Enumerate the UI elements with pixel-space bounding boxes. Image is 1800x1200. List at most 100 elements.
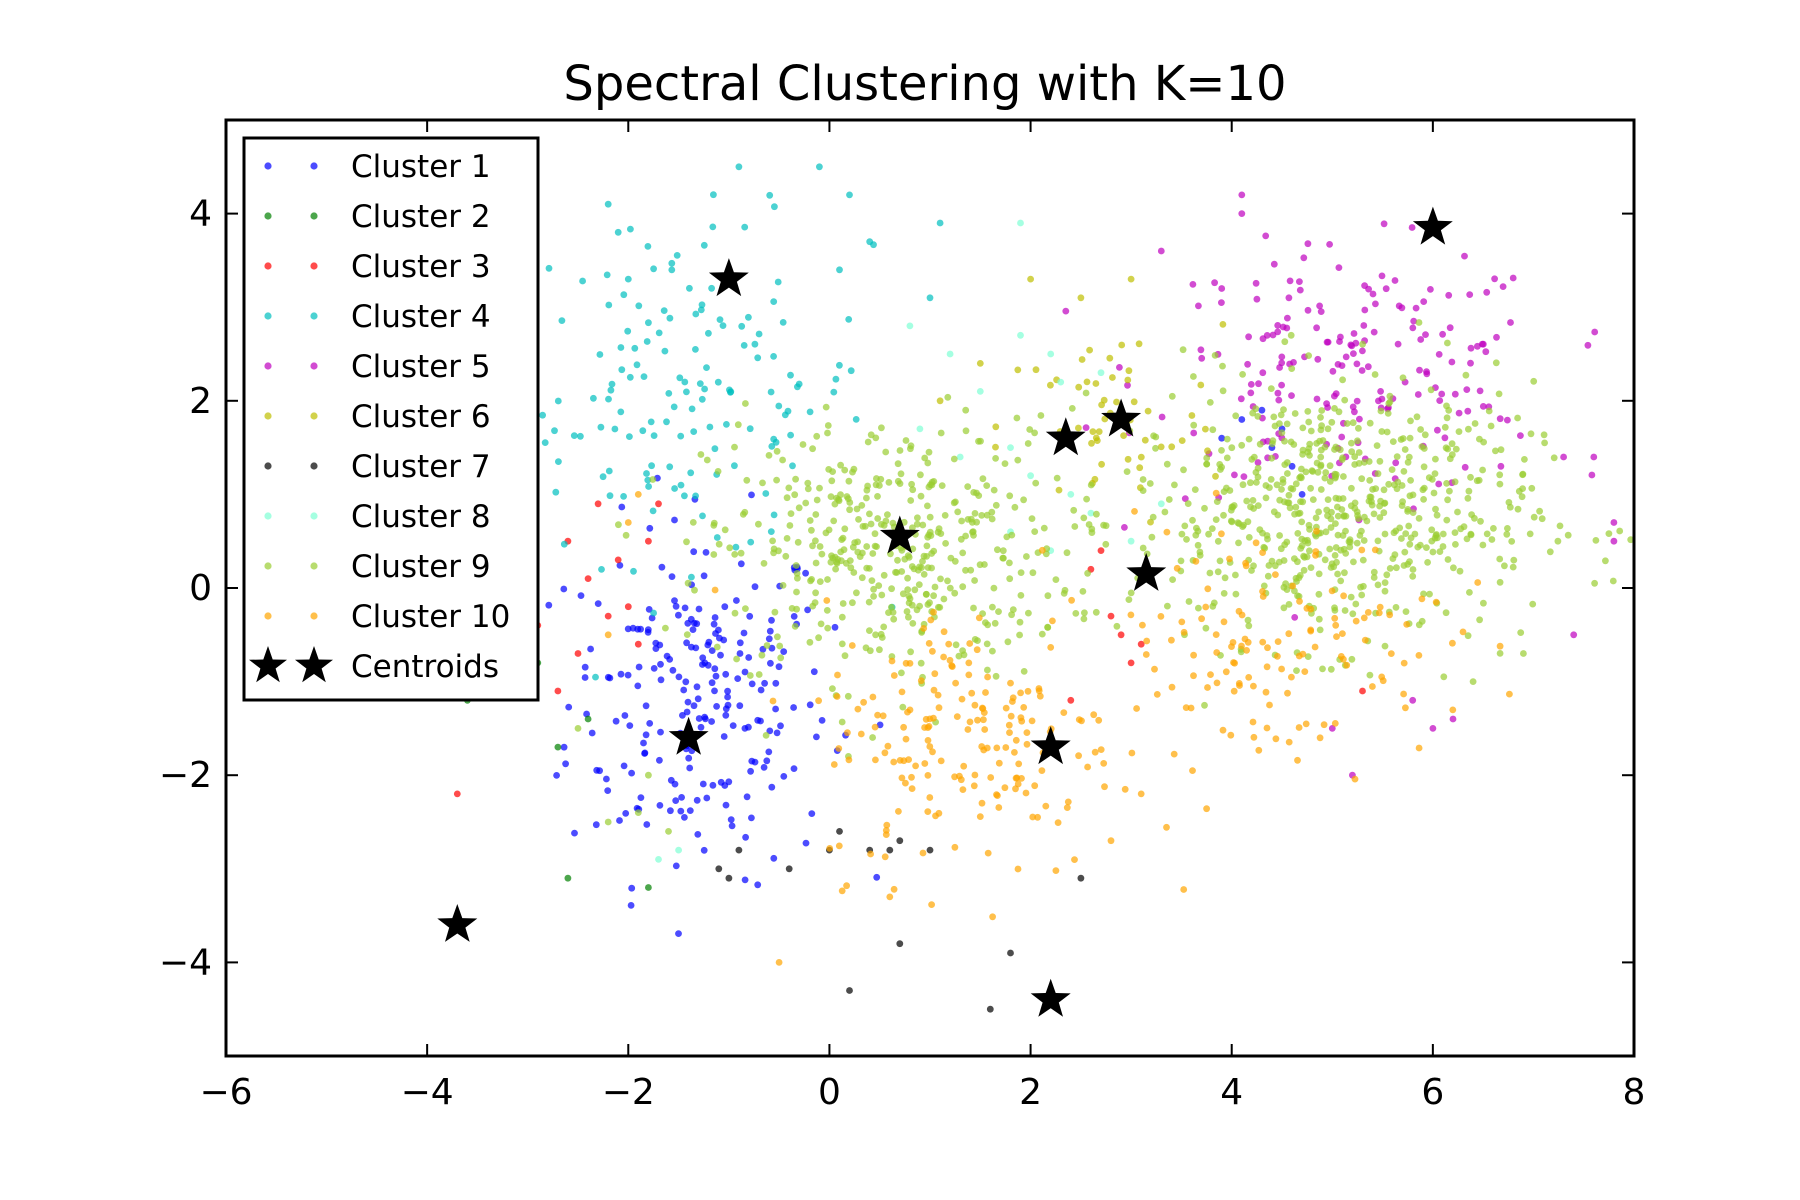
data-point xyxy=(1295,724,1303,731)
data-point xyxy=(940,628,948,636)
data-point xyxy=(1348,655,1356,663)
legend-label: Cluster 9 xyxy=(351,549,491,585)
data-point xyxy=(960,762,968,770)
data-point xyxy=(1226,555,1233,563)
data-point xyxy=(1137,790,1145,798)
data-point xyxy=(1383,571,1391,579)
data-point xyxy=(890,615,898,623)
data-point xyxy=(1274,389,1282,397)
data-point xyxy=(604,818,612,826)
data-point xyxy=(1374,581,1382,589)
data-point xyxy=(689,626,697,633)
data-point xyxy=(1448,358,1456,366)
data-point xyxy=(765,635,773,643)
data-point xyxy=(1327,665,1335,673)
data-point xyxy=(587,645,594,653)
data-point xyxy=(1313,324,1320,332)
data-point xyxy=(725,874,733,882)
data-point xyxy=(1429,548,1437,556)
data-point xyxy=(1201,504,1208,512)
data-point xyxy=(1302,720,1310,728)
data-point xyxy=(867,850,874,858)
data-point xyxy=(1080,615,1088,623)
data-point xyxy=(1191,486,1199,493)
data-point xyxy=(599,473,607,481)
data-point xyxy=(1405,522,1413,530)
centroid-marker xyxy=(1045,417,1086,456)
data-point xyxy=(669,666,677,674)
data-point xyxy=(1047,350,1055,358)
data-point xyxy=(665,390,673,397)
data-point xyxy=(957,535,965,543)
data-point xyxy=(1204,684,1211,691)
data-point xyxy=(1238,441,1246,449)
data-point xyxy=(975,614,983,622)
data-point xyxy=(598,566,605,573)
data-point xyxy=(1584,341,1592,349)
data-point xyxy=(904,708,911,716)
data-point xyxy=(692,346,699,353)
legend-marker xyxy=(264,212,272,220)
data-point xyxy=(1180,886,1188,893)
data-point xyxy=(1411,530,1419,538)
data-point xyxy=(1057,378,1065,386)
data-point xyxy=(665,828,672,835)
data-point xyxy=(899,703,907,711)
data-point xyxy=(812,589,819,597)
data-point xyxy=(1007,949,1014,957)
data-point xyxy=(894,460,902,468)
data-point xyxy=(1471,420,1479,427)
series-6 xyxy=(936,275,1227,526)
data-point xyxy=(1476,387,1484,395)
data-point xyxy=(1077,874,1085,882)
data-point xyxy=(1529,600,1537,608)
data-point xyxy=(1203,454,1211,462)
data-point xyxy=(701,713,708,721)
data-point xyxy=(1088,529,1096,536)
data-point xyxy=(617,670,625,678)
data-point xyxy=(866,647,874,655)
data-point xyxy=(1281,338,1289,346)
data-point xyxy=(1289,582,1297,590)
data-point xyxy=(678,794,685,801)
data-point xyxy=(878,591,886,599)
data-point xyxy=(1259,369,1267,377)
centroid-marker xyxy=(708,258,749,297)
data-point xyxy=(767,659,774,667)
data-point xyxy=(1044,592,1052,600)
data-point xyxy=(911,586,919,594)
data-point xyxy=(853,505,861,513)
data-point xyxy=(1187,704,1195,712)
data-point xyxy=(1283,420,1291,428)
data-point xyxy=(1091,475,1099,483)
data-point xyxy=(892,568,899,576)
data-point xyxy=(656,641,664,649)
data-point xyxy=(981,726,989,733)
data-point xyxy=(592,673,599,681)
data-point xyxy=(617,408,625,416)
data-point xyxy=(1473,477,1481,485)
data-point xyxy=(1244,518,1252,526)
data-point xyxy=(995,804,1003,811)
data-point xyxy=(1491,275,1498,283)
data-point xyxy=(925,448,933,456)
data-point xyxy=(1292,503,1300,511)
data-point xyxy=(1227,506,1235,514)
data-point xyxy=(1207,671,1214,678)
data-point xyxy=(1113,398,1120,406)
data-point xyxy=(935,704,943,712)
data-point xyxy=(982,619,989,626)
data-point xyxy=(650,432,658,439)
data-point xyxy=(1275,558,1283,566)
data-point xyxy=(634,491,642,498)
data-point xyxy=(1467,344,1475,352)
data-point xyxy=(555,458,562,465)
data-point xyxy=(1255,746,1263,754)
data-point xyxy=(1296,597,1303,605)
data-point xyxy=(959,786,967,793)
data-point xyxy=(847,367,855,375)
data-point xyxy=(1213,679,1221,687)
data-point xyxy=(716,316,724,323)
data-point xyxy=(795,504,803,512)
data-point xyxy=(1081,609,1088,617)
